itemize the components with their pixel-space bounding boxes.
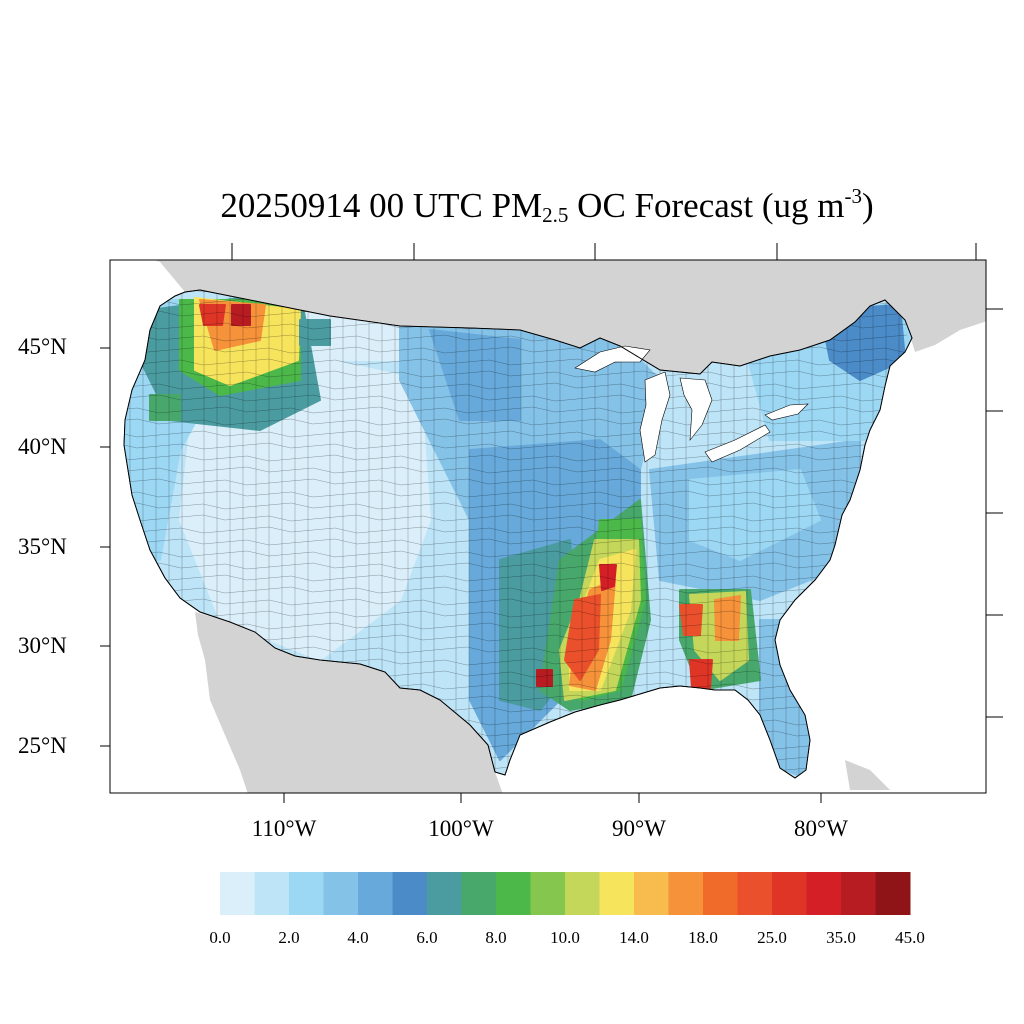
colorbar [220,872,911,915]
county-boundary [124,610,908,618]
county-boundary [606,290,609,778]
county-boundary [466,290,470,778]
lat-label-45: 45°N [18,334,67,359]
colorbar-swatch [703,872,738,915]
county-boundary [124,454,908,462]
colorbar-tick-label: 35.0 [826,928,856,947]
colorbar-swatch [496,872,531,915]
county-boundary [124,358,908,366]
county-boundary [124,526,908,534]
colorbar-tick-label: 0.0 [209,928,231,947]
county-boundary [520,290,522,778]
county-boundary [124,490,908,498]
concentration-region [679,604,703,636]
lon-label-90w: 90°W [612,816,666,841]
county-boundary [452,290,457,778]
concentration-region [199,304,226,326]
county-boundary [124,514,908,522]
county-boundary [124,430,908,438]
colorbar-swatch [461,872,497,915]
colorbar-tick-label: 10.0 [550,928,580,947]
colorbar-tick-label: 4.0 [347,928,369,947]
county-boundary [124,574,908,582]
colorbar-tick-label: 6.0 [416,928,438,947]
concentration-region [299,319,331,346]
county-boundary [480,290,483,778]
colorbar-tick-label: 14.0 [619,928,649,947]
colorbar-swatch [530,872,566,915]
plot-frame [109,259,987,794]
colorbar-swatch [737,872,773,915]
colorbar-tick-label: 2.0 [278,928,300,947]
colorbar-swatch [392,872,428,915]
concentration-region [536,669,553,687]
caribbean-landmass [845,760,890,790]
concentration-region [179,359,431,661]
usa-outline [123,289,913,779]
colorbar-swatch [772,872,807,915]
county-boundary [124,502,908,510]
county-boundary [124,370,908,378]
county-boundary [494,290,496,778]
county-boundary [124,394,908,402]
concentration-region [149,394,181,421]
concentration-region [689,469,821,561]
lon-label-80w: 80°W [794,816,848,841]
county-boundary [546,290,550,778]
county-boundary [533,290,536,778]
county-boundary [124,478,908,486]
county-boundary [124,418,908,426]
concentration-region [231,304,251,326]
colorbar-swatch [668,872,704,915]
concentration-region [429,329,521,421]
lat-label-35: 35°N [18,534,67,559]
concentration-region [714,595,741,641]
colorbar-tick-label: 18.0 [688,928,718,947]
axis-ticks [100,243,1003,803]
colorbar-swatch [875,872,911,915]
colorbar-tick-label: 25.0 [757,928,787,947]
lon-label-100w: 100°W [428,816,494,841]
colorbar-swatch [289,872,324,915]
county-boundary [124,562,908,570]
county-boundary [124,586,908,594]
lat-label-30: 30°N [18,633,67,658]
colorbar-swatch [323,872,359,915]
concentration-region [564,594,601,681]
colorbar-swatch [427,872,462,915]
county-boundary [124,538,908,546]
colorbar-swatch [220,872,255,915]
colorbar-swatch [358,872,393,915]
colorbar-swatch [565,872,600,915]
lat-label-40: 40°N [18,434,67,459]
concentration-region [689,659,713,689]
colorbar-swatch [806,872,842,915]
colorbar-swatch [254,872,290,915]
county-boundary [124,598,908,606]
canada-landmass [154,260,986,374]
colorbar-tick-label: 45.0 [895,928,925,947]
county-boundary [124,382,908,390]
mexico-landmass [195,612,503,793]
county-boundary [124,442,908,450]
county-boundary [124,550,908,558]
map-title: 20250914 00 UTC PM2.5 OC Forecast (ug m-… [220,184,874,227]
county-boundary [592,290,596,778]
county-boundary [124,466,908,474]
colorbar-swatch [634,872,669,915]
colorbar-tick-label: 8.0 [485,928,507,947]
lat-label-25: 25°N [18,733,67,758]
colorbar-swatch [841,872,876,915]
lon-label-110w: 110°W [251,816,317,841]
county-boundary [559,290,564,778]
colorbar-swatch [599,872,635,915]
